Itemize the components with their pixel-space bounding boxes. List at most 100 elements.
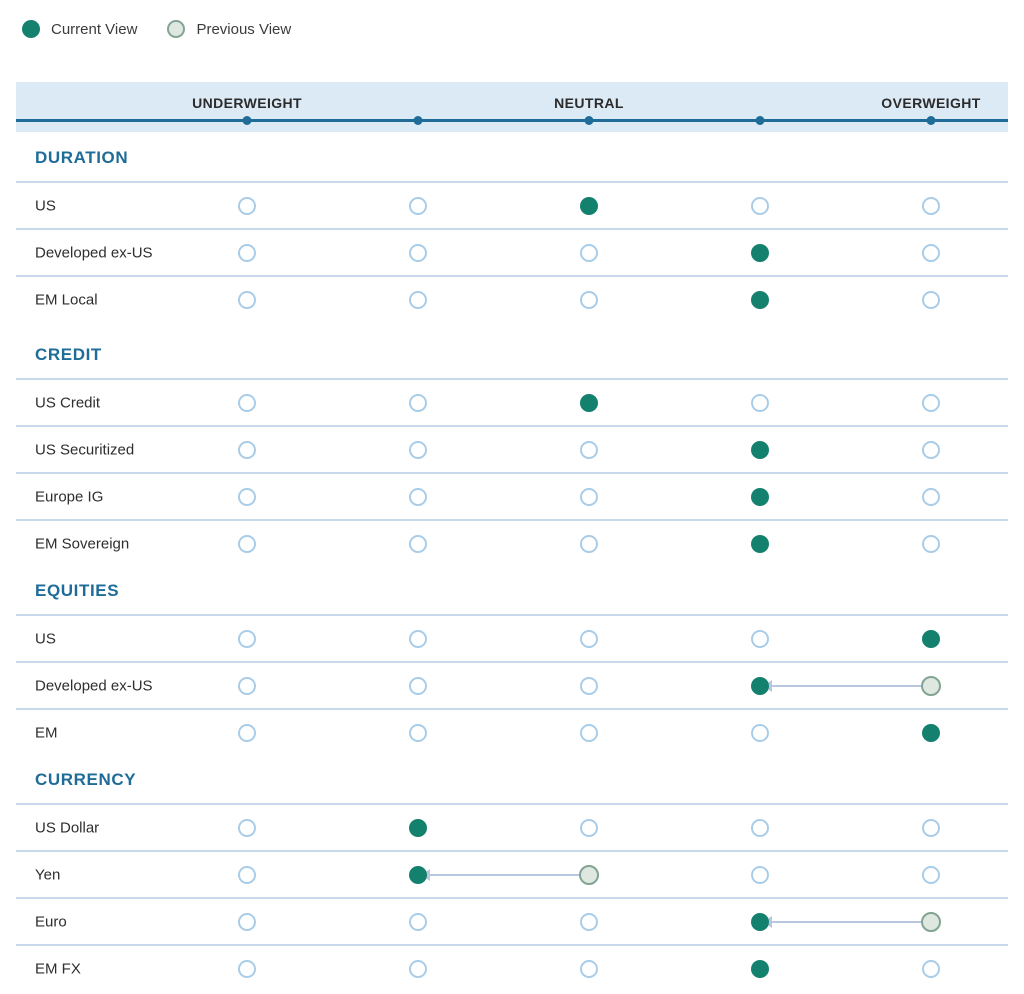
open-position-marker: [751, 865, 769, 884]
open-position-marker: [238, 959, 257, 978]
open-position-marker: [408, 196, 427, 215]
table-row-yen: Yen: [16, 850, 1008, 897]
open-position-marker: [579, 534, 598, 553]
legend-label-previous: Previous View: [196, 20, 292, 38]
open-position-marker: [751, 818, 769, 837]
change-arrow-icon: [429, 873, 579, 876]
open-position-marker: [408, 534, 427, 553]
current-view-marker: [751, 912, 769, 931]
section-equities: EQUITIES US Developed ex-US EM: [16, 581, 1008, 755]
open-position-marker: [579, 723, 598, 742]
open-position-marker: [922, 290, 941, 309]
open-position-marker: [238, 865, 257, 884]
row-label: Euro: [35, 913, 67, 930]
table-row-em-local: EM Local: [16, 275, 1008, 322]
open-position-marker: [579, 243, 598, 262]
open-position-marker: [922, 865, 941, 884]
open-position-marker: [408, 959, 427, 978]
row-label: Developed ex-US: [35, 677, 153, 694]
open-position-marker: [408, 393, 427, 412]
row-label: US Securitized: [35, 441, 135, 458]
table-row-developed-ex-us: Developed ex-US: [16, 228, 1008, 275]
section-credit: CREDIT US Credit US Securitized Europe IG EM…: [16, 345, 1008, 566]
open-position-marker: [408, 676, 427, 695]
open-position-marker: [238, 290, 257, 309]
previous-view-dot-icon: [167, 20, 186, 38]
open-position-marker: [238, 487, 257, 506]
open-position-marker: [408, 629, 427, 648]
legend: Current View Previous View: [16, 20, 1008, 38]
open-position-marker: [238, 723, 257, 742]
scale-label-neutral: NEUTRAL: [554, 95, 624, 111]
legend-item-current-view: Current View: [22, 20, 137, 38]
row-label: Yen: [35, 866, 61, 883]
change-arrow-icon: [772, 684, 922, 687]
table-row-developed-ex-us: Developed ex-US: [16, 661, 1008, 708]
open-position-marker: [238, 393, 257, 412]
axis-tick-dot: [926, 116, 936, 125]
open-position-marker: [238, 629, 257, 648]
row-label: EM Local: [35, 291, 98, 308]
open-position-marker: [922, 818, 941, 837]
open-position-marker: [579, 629, 598, 648]
open-position-marker: [408, 912, 427, 931]
open-position-marker: [579, 959, 598, 978]
open-position-marker: [238, 440, 257, 459]
axis-tick-dot: [755, 116, 765, 125]
row-label: EM FX: [35, 960, 81, 977]
previous-view-marker: [921, 675, 942, 696]
open-position-marker: [579, 676, 598, 695]
current-view-marker: [751, 290, 769, 309]
table-row-us-securitized: US Securitized: [16, 425, 1008, 472]
current-view-marker: [751, 440, 769, 459]
table-row-us-dollar: US Dollar: [16, 803, 1008, 850]
table-row-em: EM: [16, 708, 1008, 755]
section-title: CURRENCY: [35, 770, 137, 789]
open-position-marker: [922, 243, 941, 262]
open-position-marker: [408, 440, 427, 459]
open-position-marker: [238, 534, 257, 553]
section-duration: DURATION US Developed ex-US EM Local: [16, 148, 1008, 322]
table-row-em-fx: EM FX: [16, 944, 1008, 991]
section-currency: CURRENCY US Dollar Yen Euro EM FX: [16, 770, 1008, 991]
current-view-marker: [751, 676, 769, 695]
section-title: EQUITIES: [35, 581, 120, 600]
axis-tick-dot: [242, 116, 252, 125]
legend-item-previous-view: Previous View: [167, 20, 291, 38]
legend-label-current: Current View: [51, 20, 138, 38]
current-view-marker: [751, 959, 769, 978]
current-view-marker: [922, 629, 941, 648]
open-position-marker: [408, 723, 427, 742]
open-position-marker: [751, 723, 769, 742]
open-position-marker: [579, 440, 598, 459]
open-position-marker: [238, 676, 257, 695]
open-position-marker: [922, 487, 941, 506]
open-position-marker: [751, 196, 769, 215]
current-view-dot-icon: [22, 20, 40, 38]
open-position-marker: [238, 243, 257, 262]
table-row-us: US: [16, 181, 1008, 228]
row-label: EM Sovereign: [35, 535, 130, 552]
scale-label-underweight: UNDERWEIGHT: [192, 95, 302, 111]
current-view-marker: [579, 196, 598, 215]
open-position-marker: [408, 243, 427, 262]
positioning-board: UNDERWEIGHT NEUTRAL OVERWEIGHT DURATION U…: [16, 82, 1008, 991]
open-position-marker: [922, 959, 941, 978]
current-view-marker: [408, 865, 427, 884]
previous-view-marker: [921, 911, 942, 932]
open-position-marker: [922, 393, 941, 412]
change-arrow-icon: [772, 920, 922, 923]
table-row-em-sovereign: EM Sovereign: [16, 519, 1008, 566]
section-title: CREDIT: [35, 345, 102, 364]
open-position-marker: [751, 629, 769, 648]
open-position-marker: [238, 818, 257, 837]
open-position-marker: [238, 912, 257, 931]
current-view-marker: [922, 723, 941, 742]
current-view-marker: [751, 534, 769, 553]
axis-tick-dot: [584, 116, 594, 125]
sections-container: DURATION US Developed ex-US EM Local CREDIT U…: [16, 148, 1008, 991]
open-position-marker: [579, 912, 598, 931]
table-row-us-credit: US Credit: [16, 378, 1008, 425]
row-label: Europe IG: [35, 488, 104, 505]
